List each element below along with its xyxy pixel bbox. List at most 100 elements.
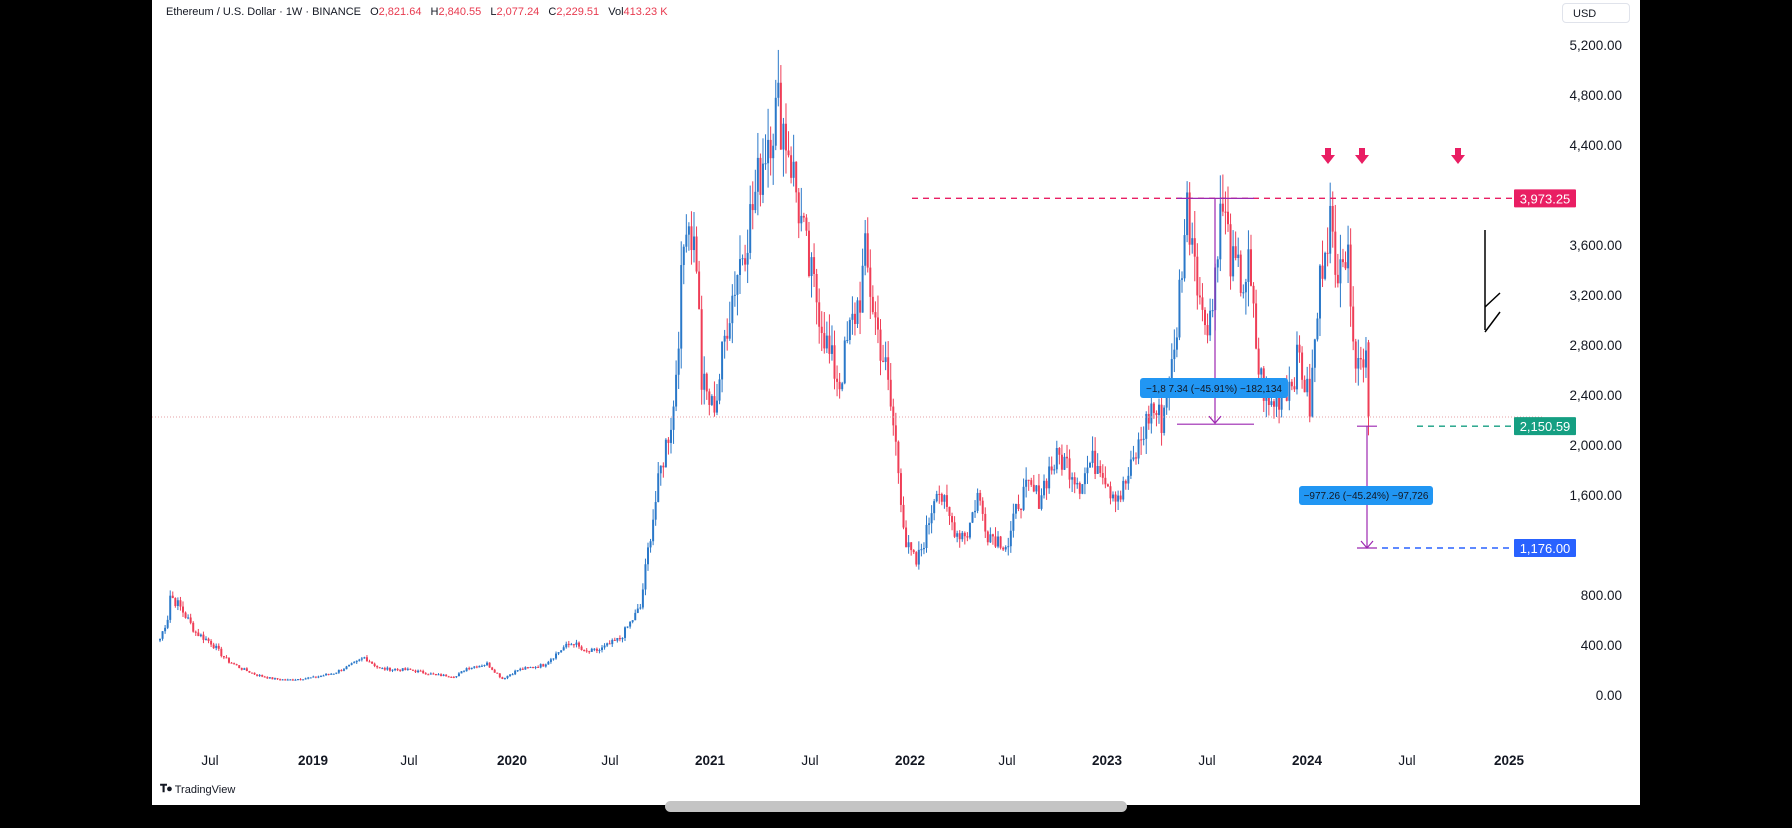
ohlc-legend: Ethereum / U.S. Dollar · 1W · BINANCE O2… (166, 6, 674, 18)
candle-body (728, 323, 731, 339)
candle-body (1318, 265, 1321, 319)
arrow-head (1355, 155, 1369, 164)
low-label: L (490, 6, 497, 18)
arrow-head (1321, 155, 1335, 164)
candle-body (1203, 309, 1206, 326)
candle-body (685, 234, 688, 247)
open-value: 2,821.64 (378, 6, 422, 18)
price-chart[interactable]: −1,8 7.34 (−45.91%) −182,134 −977.26 (−45… (152, 0, 1640, 805)
candle-body (1076, 482, 1079, 485)
candle-body (1124, 480, 1127, 484)
candle-body (639, 607, 642, 609)
candle-body (1186, 192, 1189, 236)
candle-body (284, 679, 287, 681)
tradingview-brand[interactable]: 𝐓● TradingView (160, 783, 235, 796)
support-price-badge: 2,150.59 (1520, 419, 1571, 434)
candle-body (1045, 480, 1048, 489)
measure1-label: −1,8 7.34 (−45.91%) −182,134 (1146, 384, 1282, 395)
candle-body (795, 161, 798, 193)
candle-body (692, 236, 695, 251)
candle-body (424, 673, 427, 675)
candle-body (1119, 495, 1122, 500)
candle-body (943, 495, 946, 502)
y-tick-label: 1,600.00 (1569, 488, 1622, 503)
flag-upper (1484, 292, 1501, 308)
candle-body (777, 82, 780, 98)
candle-body (483, 665, 486, 667)
currency-selector[interactable]: USD (1562, 3, 1630, 23)
candle-body (373, 663, 376, 667)
candle-body (463, 671, 466, 673)
candle-body (1293, 386, 1296, 390)
candle-body (447, 676, 450, 678)
candle-body (613, 639, 616, 641)
candle-body (164, 627, 167, 632)
candle-body (230, 662, 233, 664)
candle-body (1244, 281, 1247, 293)
candle-body (1183, 235, 1186, 279)
candle-body (291, 679, 294, 681)
arrow-shaft (1325, 148, 1331, 156)
candle-body (1249, 249, 1252, 286)
candle-body (225, 657, 228, 659)
candle-body (948, 506, 951, 517)
candle-body (250, 672, 253, 674)
candle-body (1278, 393, 1281, 410)
candle-body (1158, 404, 1161, 416)
candle-body (907, 542, 910, 548)
candle-body (414, 670, 417, 673)
horizontal-scrollbar[interactable] (665, 801, 1127, 812)
x-tick-label: Jul (1398, 753, 1415, 768)
candle-body (253, 672, 256, 675)
candle-body (659, 465, 662, 474)
candle-body (1022, 486, 1025, 510)
tradingview-logo-icon: 𝐓● (160, 783, 173, 795)
candle-body (1140, 439, 1143, 441)
candle-body (552, 658, 555, 660)
close-value: 2,229.51 (556, 6, 600, 18)
candle-body (1078, 482, 1081, 494)
measure2-label-bg (1299, 486, 1433, 505)
candle-body (1083, 473, 1086, 485)
candle-body (593, 648, 596, 650)
close-label: C (548, 6, 557, 18)
candle-body (1239, 254, 1242, 293)
candle-body (1094, 450, 1097, 474)
candle-body (1060, 454, 1063, 470)
candle-body (1053, 469, 1056, 471)
candle-body (1193, 238, 1196, 257)
candle-body (731, 295, 734, 324)
candle-body (189, 617, 192, 623)
candle-body (999, 536, 1002, 548)
candle-body (442, 674, 445, 676)
candle-body (644, 564, 647, 590)
candle-body (521, 668, 524, 670)
candle-body (243, 668, 246, 670)
candle-body (194, 631, 197, 633)
candle-body (1188, 192, 1191, 245)
candle-body (340, 670, 343, 672)
candle-body (388, 667, 391, 671)
candle-body (764, 163, 767, 165)
candle-body (641, 589, 644, 608)
candle-body (687, 226, 690, 235)
candle-body (1025, 479, 1028, 487)
candle-body (769, 139, 772, 159)
candle-body (1012, 513, 1015, 531)
candle-body (1175, 337, 1178, 350)
candle-body (869, 267, 872, 297)
candle-body (240, 668, 243, 670)
candle-body (629, 621, 632, 627)
candle-body (276, 678, 279, 680)
candle-body (1104, 477, 1107, 485)
candle-body (662, 465, 665, 468)
candle-body (830, 345, 833, 354)
x-tick-label: Jul (1198, 753, 1215, 768)
candle-body (677, 348, 680, 375)
candle-body (506, 675, 509, 679)
candle-body (419, 670, 422, 672)
candle-body (289, 679, 292, 681)
candle-body (741, 258, 744, 260)
candle-body (450, 676, 453, 678)
candle-body (700, 309, 703, 390)
